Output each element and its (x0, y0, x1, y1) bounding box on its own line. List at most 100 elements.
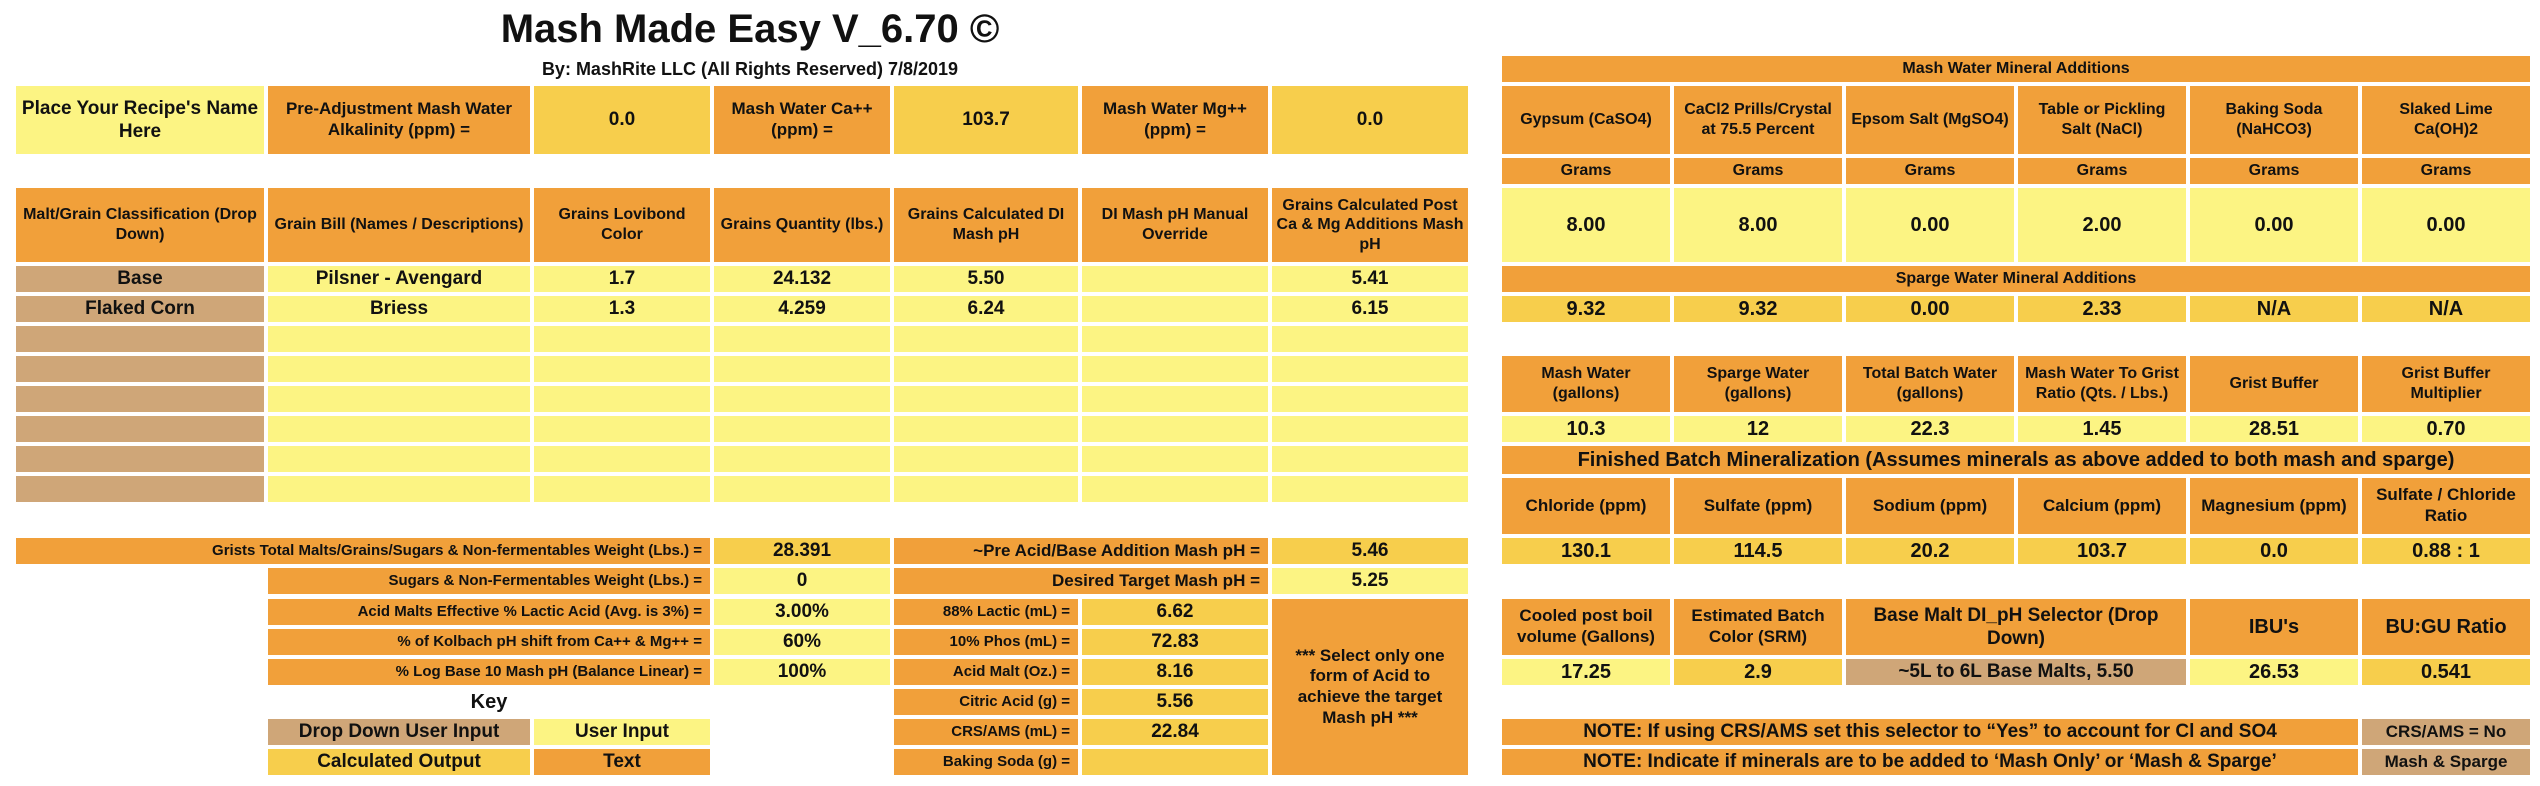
grain-override-input[interactable] (1080, 354, 1270, 384)
log-base-label: % Log Base 10 Mash pH (Balance Linear) = (266, 657, 712, 687)
grain-override-input[interactable] (1080, 384, 1270, 414)
grain-classification-dropdown[interactable] (14, 444, 266, 474)
crs-ams-dropdown[interactable]: CRS/AMS = No (2360, 717, 2532, 747)
grain-quantity-input[interactable] (712, 384, 892, 414)
boil-volume-input[interactable]: 17.25 (1500, 657, 1672, 687)
grain-name-input[interactable]: Briess (266, 294, 532, 324)
sparge-slaked-lime-value: N/A (2360, 294, 2532, 324)
mash-gypsum-input[interactable]: 8.00 (1500, 186, 1672, 264)
grain-classification-dropdown[interactable] (14, 384, 266, 414)
grain-classification-dropdown[interactable]: Flaked Corn (14, 294, 266, 324)
grain-name-input[interactable] (266, 354, 532, 384)
ibu-input[interactable]: 26.53 (2188, 657, 2360, 687)
log-base-input[interactable]: 100% (712, 657, 892, 687)
grain-override-input[interactable] (1080, 294, 1270, 324)
grain-quantity-input[interactable] (712, 474, 892, 504)
mash-slaked-lime-input[interactable]: 0.00 (2360, 186, 2532, 264)
grain-header-quantity: Grains Quantity (lbs.) (712, 186, 892, 264)
finished-header-chloride: Chloride (ppm) (1500, 476, 1672, 536)
baking-soda-label: Baking Soda (g) = (892, 747, 1080, 777)
mash-salt-input[interactable]: 2.00 (2016, 186, 2188, 264)
sodium-value: 20.2 (1844, 536, 2016, 566)
grain-lovibond-input[interactable] (532, 474, 712, 504)
bugu-ratio-value: 0.541 (2360, 657, 2532, 687)
base-malt-selector-dropdown[interactable]: ~5L to 6L Base Malts, 5.50 (1844, 657, 2188, 687)
grain-lovibond-input[interactable] (532, 444, 712, 474)
grain-quantity-input[interactable]: 24.132 (712, 264, 892, 294)
mineral-unit: Grams (2360, 156, 2532, 186)
grain-post-ph-value (1270, 384, 1470, 414)
acid-malt-label: Acid Malt (Oz.) = (892, 657, 1080, 687)
grain-override-input[interactable] (1080, 444, 1270, 474)
calcium-label: Mash Water Ca++ (ppm) = (712, 84, 892, 156)
grain-di-ph-value (892, 474, 1080, 504)
grain-lovibond-input[interactable]: 1.3 (532, 294, 712, 324)
batch-color-label: Estimated Batch Color (SRM) (1672, 597, 1844, 657)
grain-di-ph-value: 5.50 (892, 264, 1080, 294)
grain-classification-dropdown[interactable] (14, 474, 266, 504)
grain-name-input[interactable] (266, 324, 532, 354)
key-text-swatch: Text (532, 747, 712, 777)
grain-quantity-input[interactable] (712, 324, 892, 354)
grain-quantity-input[interactable] (712, 444, 892, 474)
grain-post-ph-value (1270, 324, 1470, 354)
mineral-header-gypsum: Gypsum (CaSO4) (1500, 84, 1672, 156)
grain-quantity-input[interactable] (712, 354, 892, 384)
magnesium-value: 0.0 (1270, 84, 1470, 156)
grain-di-ph-value (892, 324, 1080, 354)
grain-override-input[interactable] (1080, 414, 1270, 444)
grain-header-bill: Grain Bill (Names / Descriptions) (266, 186, 532, 264)
recipe-name-input[interactable]: Place Your Recipe's Name Here (14, 84, 266, 156)
mash-cacl2-input[interactable]: 8.00 (1672, 186, 1844, 264)
total-water-value[interactable]: 22.3 (1844, 414, 2016, 444)
phos-acid-label: 10% Phos (mL) = (892, 627, 1080, 657)
buffer-multiplier-value: 0.70 (2360, 414, 2532, 444)
grain-name-input[interactable] (266, 474, 532, 504)
grain-override-input[interactable] (1080, 474, 1270, 504)
grain-di-ph-value (892, 414, 1080, 444)
grain-header-lovibond: Grains Lovibond Color (532, 186, 712, 264)
total-weight-value: 28.391 (712, 536, 892, 566)
citric-acid-label: Citric Acid (g) = (892, 687, 1080, 717)
grain-lovibond-input[interactable] (532, 354, 712, 384)
minerals-target-dropdown[interactable]: Mash & Sparge (2360, 747, 2532, 777)
grain-override-input[interactable] (1080, 324, 1270, 354)
grain-name-input[interactable] (266, 414, 532, 444)
magnesium-value: 0.0 (2188, 536, 2360, 566)
grain-lovibond-input[interactable]: 1.7 (532, 264, 712, 294)
grain-classification-dropdown[interactable] (14, 414, 266, 444)
mash-baking-soda-input[interactable]: 0.00 (2188, 186, 2360, 264)
mineral-unit: Grams (2016, 156, 2188, 186)
grain-name-input[interactable]: Pilsner - Avengard (266, 264, 532, 294)
grain-lovibond-input[interactable] (532, 414, 712, 444)
grain-name-input[interactable] (266, 384, 532, 414)
grain-lovibond-input[interactable] (532, 324, 712, 354)
sparge-minerals-title: Sparge Water Mineral Additions (1500, 264, 2532, 294)
target-ph-input[interactable]: 5.25 (1270, 566, 1470, 596)
grain-name-input[interactable] (266, 444, 532, 474)
citric-acid-value: 5.56 (1080, 687, 1270, 717)
magnesium-label: Mash Water Mg++ (ppm) = (1080, 84, 1270, 156)
grain-lovibond-input[interactable] (532, 384, 712, 414)
grain-classification-dropdown[interactable] (14, 354, 266, 384)
crs-ams-value: 22.84 (1080, 717, 1270, 747)
base-malt-selector-label: Base Malt DI_pH Selector (Drop Down) (1844, 597, 2188, 657)
grain-classification-dropdown[interactable] (14, 324, 266, 354)
grain-override-input[interactable] (1080, 264, 1270, 294)
grist-buffer-value: 28.51 (2188, 414, 2360, 444)
grain-quantity-input[interactable]: 4.259 (712, 294, 892, 324)
grain-classification-dropdown[interactable]: Base (14, 264, 266, 294)
grain-di-ph-value: 6.24 (892, 294, 1080, 324)
mash-epsom-input[interactable]: 0.00 (1844, 186, 2016, 264)
grist-ratio-input[interactable]: 1.45 (2016, 414, 2188, 444)
water-header-total: Total Batch Water (gallons) (1844, 354, 2016, 414)
crs-ams-note: NOTE: If using CRS/AMS set this selector… (1500, 717, 2360, 747)
alkalinity-value[interactable]: 0.0 (532, 84, 712, 156)
kolbach-shift-input[interactable]: 60% (712, 627, 892, 657)
byline: By: MashRite LLC (All Rights Reserved) 7… (541, 59, 959, 79)
finished-header-magnesium: Magnesium (ppm) (2188, 476, 2360, 536)
lactic-percent-input[interactable]: 3.00% (712, 597, 892, 627)
kolbach-shift-label: % of Kolbach pH shift from Ca++ & Mg++ = (266, 627, 712, 657)
grain-quantity-input[interactable] (712, 414, 892, 444)
page-title: Mash Made Easy V_6.70 © (500, 7, 1000, 51)
